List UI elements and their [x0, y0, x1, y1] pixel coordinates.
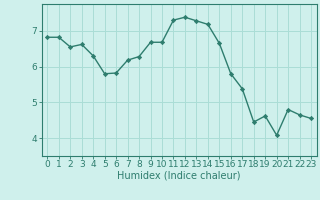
X-axis label: Humidex (Indice chaleur): Humidex (Indice chaleur) — [117, 171, 241, 181]
